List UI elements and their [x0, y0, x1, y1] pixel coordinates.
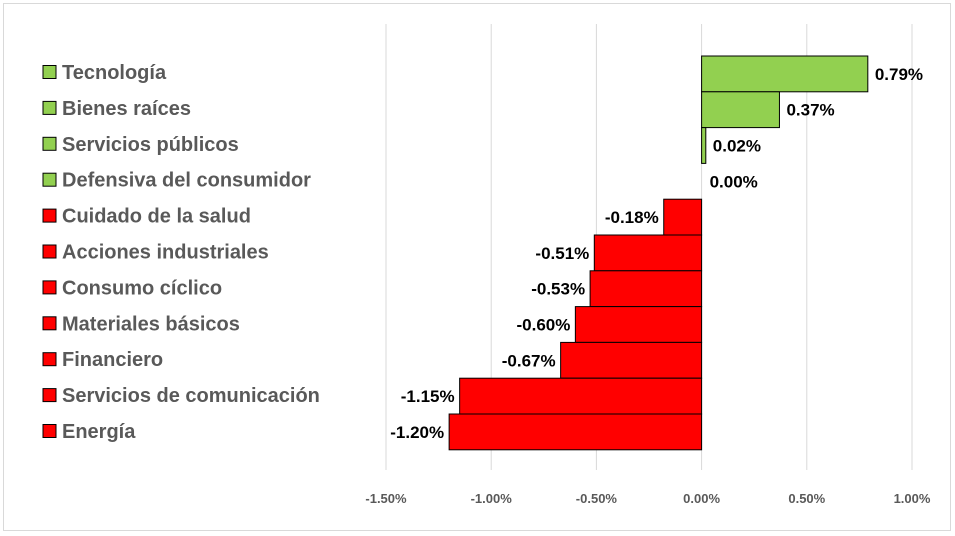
legend-swatch	[42, 65, 57, 79]
legend: Tecnología Bienes raíces Servicios público…	[42, 62, 320, 443]
x-tick-label: 1.00%	[894, 491, 931, 506]
data-label: 0.02%	[713, 137, 761, 156]
legend-swatch	[42, 100, 57, 115]
x-tick-label: -1.50%	[365, 491, 407, 506]
data-label: 0.00%	[710, 172, 758, 191]
legend-label: Defensiva del consumidor	[62, 170, 311, 192]
legend-label: Servicios de comunicación	[62, 385, 320, 407]
bars	[448, 55, 869, 451]
x-tick-label: 0.00%	[683, 491, 720, 506]
bar	[593, 234, 703, 272]
bar	[574, 306, 703, 343]
x-axis-ticks: -1.50% -1.00% -0.50% 0.00% 0.50% 1.00%	[365, 491, 930, 506]
legend-label: Energía	[62, 421, 136, 443]
data-label: -0.60%	[516, 316, 570, 335]
data-label: -0.53%	[531, 280, 585, 299]
legend-swatch	[42, 280, 57, 295]
data-label: 0.37%	[786, 101, 834, 120]
bar	[589, 270, 703, 308]
legend-swatch	[42, 316, 57, 331]
bar	[560, 341, 703, 379]
legend-label: Servicios públicos	[62, 134, 239, 156]
legend-swatch	[42, 172, 57, 187]
bar	[448, 413, 703, 451]
bar	[701, 55, 869, 93]
legend-swatch	[42, 424, 57, 438]
data-label: -0.18%	[605, 208, 659, 227]
data-label: 0.79%	[875, 65, 923, 84]
legend-label: Materiales básicos	[62, 313, 240, 335]
legend-swatch	[42, 388, 57, 403]
legend-swatch	[42, 136, 57, 151]
legend-swatch	[42, 352, 57, 367]
legend-label: Cuidado de la salud	[62, 206, 251, 228]
data-label: -0.67%	[502, 351, 556, 370]
legend-label: Financiero	[62, 349, 163, 371]
bar	[701, 127, 707, 164]
legend-swatch	[42, 244, 57, 259]
bar	[701, 91, 780, 129]
value-labels: 0.79% 0.37% 0.02% 0.00% -0.18% -0.51% -0.53% -0…	[390, 65, 923, 442]
bar	[459, 377, 703, 415]
data-label: -1.15%	[401, 387, 455, 406]
legend-swatch	[42, 208, 57, 223]
bar	[663, 198, 703, 236]
legend-label: Tecnología	[62, 62, 167, 84]
legend-label: Consumo cíclico	[62, 277, 222, 299]
data-label: -1.20%	[390, 423, 444, 442]
x-tick-label: -1.00%	[471, 491, 513, 506]
legend-label: Acciones industriales	[62, 242, 269, 264]
x-tick-label: -0.50%	[576, 491, 618, 506]
legend-label: Bienes raíces	[62, 98, 191, 120]
data-label: -0.51%	[535, 244, 589, 263]
x-tick-label: 0.50%	[788, 491, 825, 506]
